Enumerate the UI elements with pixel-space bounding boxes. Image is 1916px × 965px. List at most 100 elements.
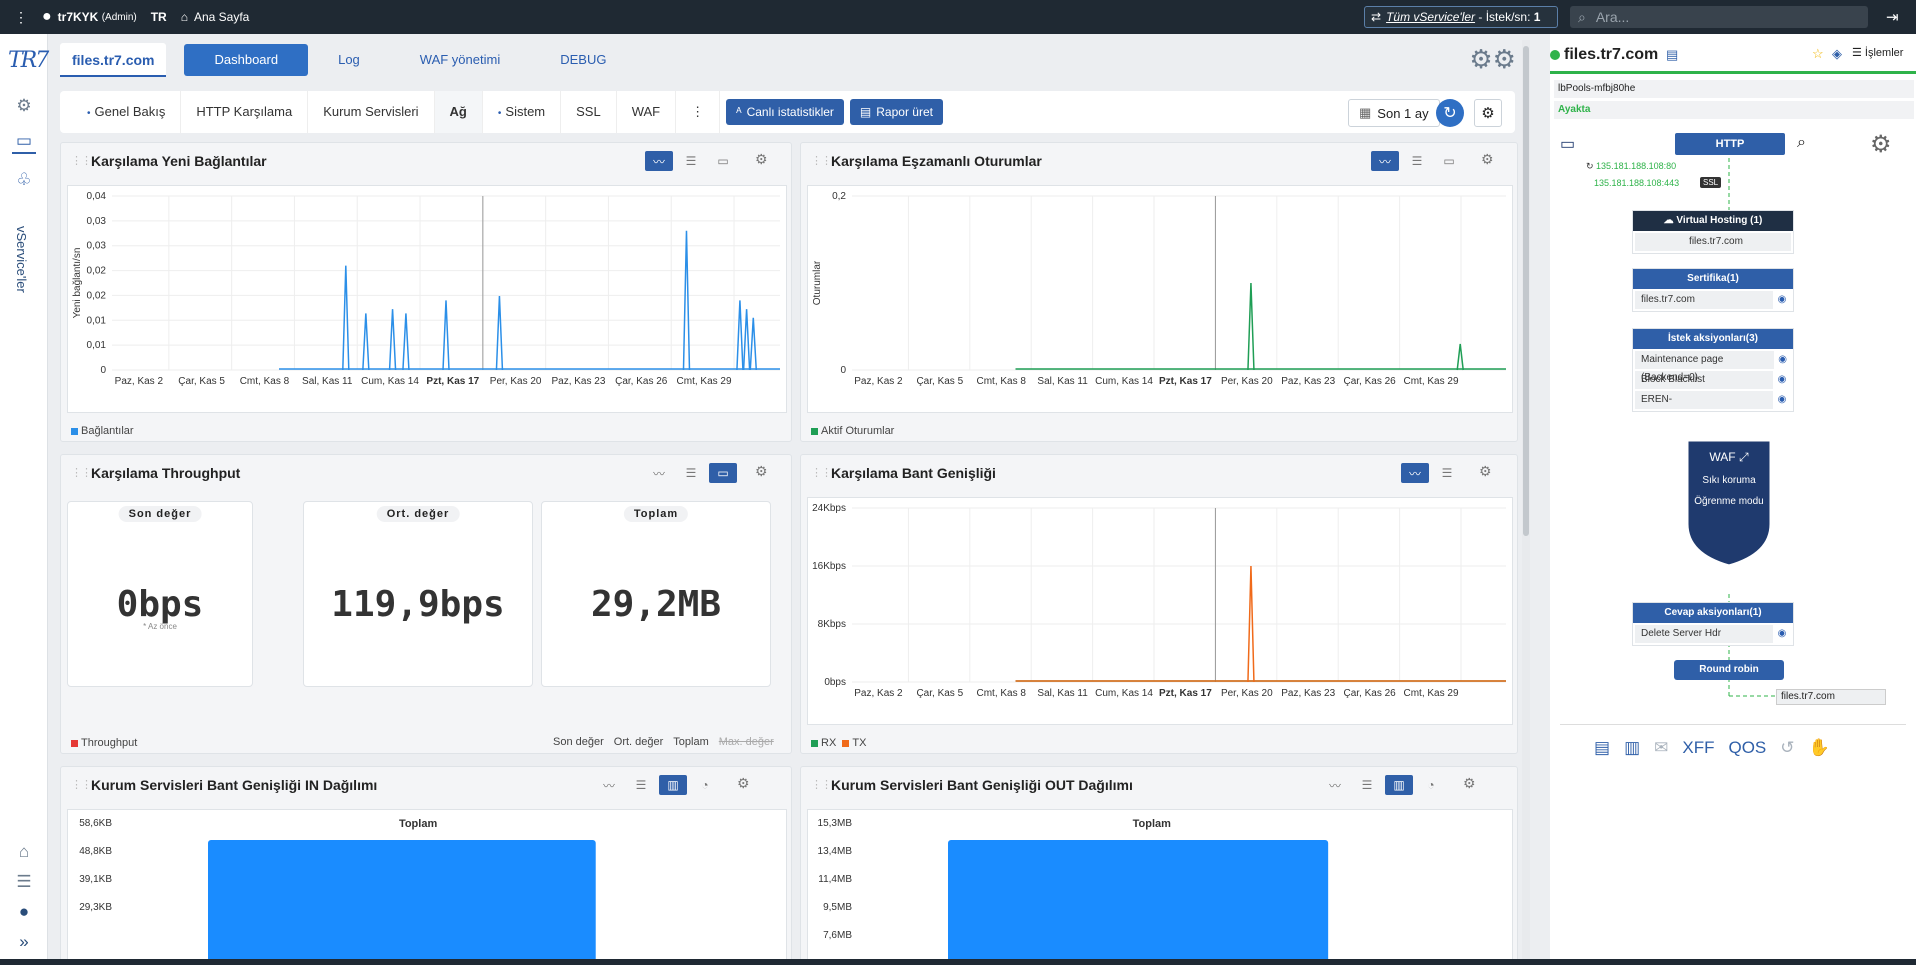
home-nav-icon[interactable]: ⌂ (18, 842, 30, 861)
gears-icon[interactable]: ⚙ (755, 463, 768, 479)
pie-chart-icon[interactable]: ◔ (701, 778, 709, 792)
resp-item[interactable]: Delete Server Hdr (1641, 628, 1722, 639)
gears-icon[interactable]: ⚙ (1479, 463, 1492, 479)
vservice-selector[interactable]: ⇄ Tüm vService'ler - İstek/sn: 1 (1364, 6, 1558, 28)
eye-icon[interactable]: ◉ (1773, 371, 1791, 389)
more-icon[interactable]: ⋮ (676, 91, 721, 133)
language-button[interactable]: TR (150, 10, 167, 24)
list-icon[interactable]: ☰ (16, 872, 32, 891)
subtab-overview[interactable]: • Genel Bakış (72, 91, 182, 133)
number-view-icon[interactable]: ▭ (717, 154, 729, 168)
home-link[interactable]: ⌂ Ana Sayfa (181, 10, 250, 24)
listener-ip-443[interactable]: 135.181.188.108:443 (1594, 178, 1680, 188)
tab-log[interactable]: Log (338, 52, 360, 67)
subtab-waf[interactable]: WAF (617, 91, 677, 133)
document-icon[interactable]: ▤ (1666, 47, 1679, 62)
gears-icon[interactable]: ⚙ (755, 151, 768, 167)
search-icon[interactable]: ⌕ (1797, 134, 1806, 151)
subtab-http[interactable]: HTTP Karşılama (181, 91, 309, 133)
range-select[interactable]: ▦ Son 1 ay (1348, 99, 1440, 127)
expand-icon[interactable]: ⤢ (1738, 450, 1749, 464)
tractor-icon[interactable]: ⚙⚙ (1469, 44, 1516, 74)
list-view-icon[interactable]: ☰ (1441, 466, 1453, 480)
cert-title[interactable]: Sertifika(1) (1633, 269, 1793, 289)
menu-dots-icon[interactable]: ⋮ (14, 8, 28, 25)
settings-icon[interactable]: ⚙ (1870, 131, 1892, 158)
refresh-icon[interactable]: ↻ (1436, 99, 1464, 127)
host-tab[interactable]: files.tr7.com (60, 43, 167, 77)
footer-total[interactable]: Toplam (673, 736, 709, 748)
search-input[interactable]: Ara... (1595, 9, 1630, 25)
list-view-icon[interactable]: ☰ (1411, 154, 1423, 168)
footer-max[interactable]: Max. değer (718, 736, 774, 748)
gears-icon[interactable]: ⚙ (1463, 775, 1476, 791)
list-view-icon[interactable]: ☰ (685, 154, 697, 168)
list-view-icon[interactable]: ☰ (1361, 778, 1373, 792)
waf-shield[interactable]: WAF ⤢ Sıkı koruma Öğrenme modu (1687, 450, 1771, 507)
vservice-link[interactable]: Tüm vService'ler (1386, 10, 1476, 24)
user-menu[interactable]: ● tr7KYK (Admin) (42, 8, 137, 26)
round-robin-node[interactable]: Round robin (1674, 660, 1784, 680)
req-item[interactable]: Maintenance page (Backend=0) (1641, 354, 1724, 383)
req-title[interactable]: İstek aksiyonları(3) (1633, 329, 1793, 349)
eye-icon[interactable]: ◉ (1773, 625, 1791, 643)
subtab-system[interactable]: • Sistem (483, 91, 562, 133)
settings-icon[interactable]: ⚙ (16, 96, 32, 115)
footer-last[interactable]: Son değer (553, 736, 604, 748)
resp-title[interactable]: Cevap aksiyonları(1) (1633, 603, 1793, 623)
drag-handle-icon[interactable]: ⋮⋮ (811, 155, 832, 167)
report-button[interactable]: ▤ Rapor üret (849, 99, 943, 125)
backend-node[interactable]: files.tr7.com (1776, 689, 1886, 705)
user-icon[interactable]: ● (18, 902, 30, 921)
vservices-icon[interactable]: ♧ (16, 170, 32, 189)
line-chart-icon[interactable]: 〰 (1371, 151, 1399, 171)
req-item[interactable]: Block Blacklist (1641, 374, 1705, 385)
gears-icon[interactable]: ⚙ (737, 775, 750, 791)
scrollbar[interactable] (1522, 40, 1530, 960)
cube-icon[interactable]: ◈ (1832, 46, 1842, 61)
eye-icon[interactable]: ◉ (1773, 391, 1791, 409)
vh-item[interactable]: files.tr7.com (1635, 233, 1791, 251)
listener-ip-80[interactable]: ↻ 135.181.188.108:80 (1586, 161, 1676, 172)
history-icon[interactable]: ↺ (1780, 738, 1795, 757)
actions-menu[interactable]: ☰ İşlemler (1852, 47, 1904, 59)
line-chart-icon[interactable]: 〰 (1328, 778, 1341, 793)
list-view-icon[interactable]: ☰ (685, 466, 697, 480)
vservices-label[interactable]: vService'ler (14, 226, 29, 293)
monitor-icon[interactable]: ▭ (1560, 136, 1576, 153)
monitor-icon[interactable]: ▭ (12, 130, 36, 154)
bar-chart-icon[interactable]: ▥ (659, 775, 687, 795)
tab-debug[interactable]: DEBUG (560, 52, 607, 67)
tab-dashboard[interactable]: Dashboard (184, 44, 309, 76)
logout-icon[interactable]: ⇥ (1886, 9, 1899, 26)
live-stats-button[interactable]: ᴬ Canlı istatistikler (726, 99, 844, 125)
number-view-icon[interactable]: ▭ (1443, 154, 1455, 168)
legend[interactable]: Aktif Oturumlar (811, 425, 894, 437)
document-icon[interactable]: ▤ (1594, 738, 1611, 757)
drag-handle-icon[interactable]: ⋮⋮ (71, 779, 92, 791)
stats-icon[interactable]: ▥ (1624, 738, 1641, 757)
xff-button[interactable]: XFF (1682, 738, 1715, 757)
gear-icon[interactable]: ⚙ (1474, 99, 1502, 127)
number-view-icon[interactable]: ▭ (709, 463, 737, 483)
mail-icon[interactable]: ✉ (1654, 738, 1669, 757)
eye-icon[interactable]: ◉ (1774, 351, 1791, 369)
subtab-network[interactable]: Ağ (434, 91, 483, 133)
footer-avg[interactable]: Ort. değer (613, 736, 664, 748)
tab-waf[interactable]: WAF yönetimi (419, 52, 501, 67)
list-view-icon[interactable]: ☰ (635, 778, 647, 792)
scrollbar-thumb[interactable] (1523, 46, 1529, 536)
http-node[interactable]: HTTP (1675, 133, 1785, 155)
drag-handle-icon[interactable]: ⋮⋮ (71, 155, 92, 167)
bar-chart-icon[interactable]: ▥ (1385, 775, 1413, 795)
drag-handle-icon[interactable]: ⋮⋮ (811, 467, 832, 479)
legend[interactable]: Bağlantılar (71, 425, 134, 437)
expand-icon[interactable]: » (19, 932, 29, 951)
vh-header[interactable]: ☁ Virtual Hosting (1) (1633, 211, 1793, 231)
legend[interactable]: Throughput (71, 737, 137, 749)
drag-handle-icon[interactable]: ⋮⋮ (71, 467, 92, 479)
subtab-ssl[interactable]: SSL (561, 91, 617, 133)
hand-icon[interactable]: ✋ (1808, 738, 1830, 757)
gears-icon[interactable]: ⚙ (1481, 151, 1494, 167)
eye-icon[interactable]: ◉ (1773, 291, 1791, 309)
